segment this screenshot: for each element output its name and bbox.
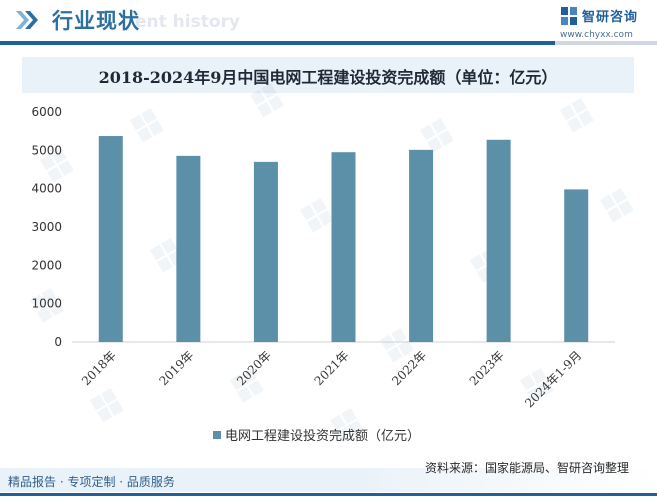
y-tick-label: 2000 (31, 258, 62, 272)
watermark-icon (600, 188, 634, 223)
watermark-icon (520, 368, 554, 403)
x-tick-label: 2019年 (156, 348, 196, 388)
chart-title: 2018-2024年9月中国电网工程建设投资完成额（单位：亿元） (98, 68, 558, 87)
bar (409, 149, 434, 342)
x-tick-label: 2023年 (467, 348, 507, 388)
header-divider (0, 41, 657, 45)
section-title: 行业现状 (52, 9, 140, 33)
bar (253, 161, 278, 342)
brand-url: www.chyxx.com (560, 30, 633, 40)
watermark-icon (150, 238, 184, 273)
brand-logo-icon (561, 7, 577, 25)
y-tick-label: 6000 (31, 105, 62, 119)
watermark-icon (90, 388, 124, 423)
bar (331, 152, 356, 342)
watermark-icon (420, 118, 454, 153)
y-tick-label: 4000 (31, 182, 62, 196)
bar (98, 136, 123, 342)
header: 行业现状 ent history 智研咨询 www.chyxx.com (0, 0, 657, 46)
x-tick-label: 2020年 (234, 348, 274, 388)
watermark-icon (560, 98, 594, 133)
brand-logo: 智研咨询 www.chyxx.com (560, 6, 650, 42)
bar (176, 155, 201, 342)
x-tick-label: 2018年 (79, 348, 119, 388)
chart-title-band: 2018-2024年9月中国电网工程建设投资完成额（单位：亿元） (22, 57, 634, 93)
watermark-icon (250, 83, 284, 118)
watermark-icon (30, 288, 64, 323)
brand-name: 智研咨询 (582, 10, 639, 25)
chart-legend: 电网工程建设投资完成额（亿元） (213, 428, 420, 444)
watermark-icon (130, 108, 164, 143)
footer-divider (0, 493, 657, 496)
bar (564, 189, 589, 342)
data-source: 资料来源：国家能源局、智研咨询整理 (425, 461, 630, 475)
watermark-icon (380, 328, 414, 363)
bar (486, 139, 511, 342)
x-tick-label: 2021年 (312, 348, 352, 388)
watermark-icon (300, 198, 334, 233)
legend-label: 电网工程建设投资完成额（亿元） (225, 428, 420, 444)
x-axis: 2018年 2019年 2020年 2021年 2022年 2023年 2024年1-9月 (79, 348, 584, 410)
y-tick-label: 1000 (31, 297, 62, 311)
legend-swatch (213, 431, 221, 439)
watermark-icon (230, 368, 264, 403)
double-chevron-right-icon (16, 11, 38, 29)
watermark-icon (40, 148, 74, 183)
watermark-icon (330, 408, 364, 443)
bar-series (98, 136, 589, 342)
footer-tagline: 精品报告 · 专项定制 · 品质服务 (8, 475, 175, 489)
footer-bar (0, 468, 657, 492)
y-tick-label: 3000 (31, 220, 62, 234)
y-tick-label: 0 (54, 335, 62, 349)
y-tick-label: 5000 (31, 143, 62, 157)
header-watermark: ent history (135, 12, 240, 32)
